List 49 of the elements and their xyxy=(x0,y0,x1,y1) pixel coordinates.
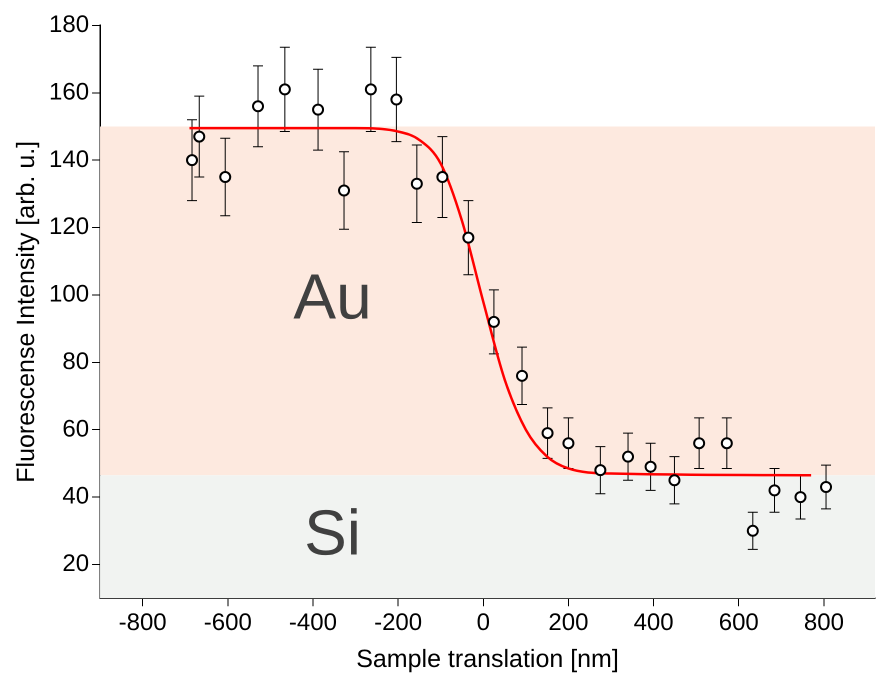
point xyxy=(338,184,350,196)
y-tick-label: 100 xyxy=(48,280,90,308)
point xyxy=(668,474,680,486)
y-tick-label: 40 xyxy=(62,482,90,510)
line-series xyxy=(188,126,812,476)
band-label: Si xyxy=(304,496,361,568)
point xyxy=(364,83,377,96)
point xyxy=(312,104,324,116)
point xyxy=(820,481,832,494)
x-axis-title: Sample translation [nm] xyxy=(356,644,619,673)
x-tick-label: 200 xyxy=(548,609,588,636)
point xyxy=(219,171,232,184)
y-tick-label: 20 xyxy=(62,550,90,578)
point xyxy=(390,94,402,106)
point xyxy=(720,437,733,450)
point xyxy=(562,437,574,450)
y-tick-label: 60 xyxy=(62,415,90,442)
y-axis-title: Fluorescense Intensity [arb. u.] xyxy=(12,140,40,483)
point xyxy=(594,464,606,476)
point xyxy=(278,83,291,96)
point xyxy=(542,427,554,440)
band-label: Au xyxy=(293,260,372,332)
point xyxy=(462,232,474,244)
y-tick-label: 180 xyxy=(48,11,90,38)
y-tick-label: 80 xyxy=(62,348,90,375)
y-tick-label: 160 xyxy=(48,78,90,106)
x-tick-label: -200 xyxy=(374,609,422,636)
point xyxy=(746,524,759,537)
point xyxy=(644,460,657,473)
x-tick-label: -800 xyxy=(118,609,167,636)
point xyxy=(193,130,206,143)
point xyxy=(488,316,500,328)
point xyxy=(516,370,528,382)
point xyxy=(252,100,264,112)
point xyxy=(410,178,423,190)
point xyxy=(794,491,806,504)
y-tick-label: 140 xyxy=(48,146,90,173)
x-tick-label: 0 xyxy=(476,609,490,636)
x-tick-label: 800 xyxy=(804,609,844,636)
x-tick-label: 600 xyxy=(718,609,759,636)
y-tick-label: 120 xyxy=(48,213,90,240)
point xyxy=(693,437,706,450)
point xyxy=(186,154,198,166)
point xyxy=(768,484,781,496)
point xyxy=(622,450,634,463)
x-tick-label: 400 xyxy=(634,609,674,636)
x-tick-label: -600 xyxy=(204,609,252,636)
point xyxy=(436,171,448,184)
x-tick-label: -400 xyxy=(288,609,337,636)
